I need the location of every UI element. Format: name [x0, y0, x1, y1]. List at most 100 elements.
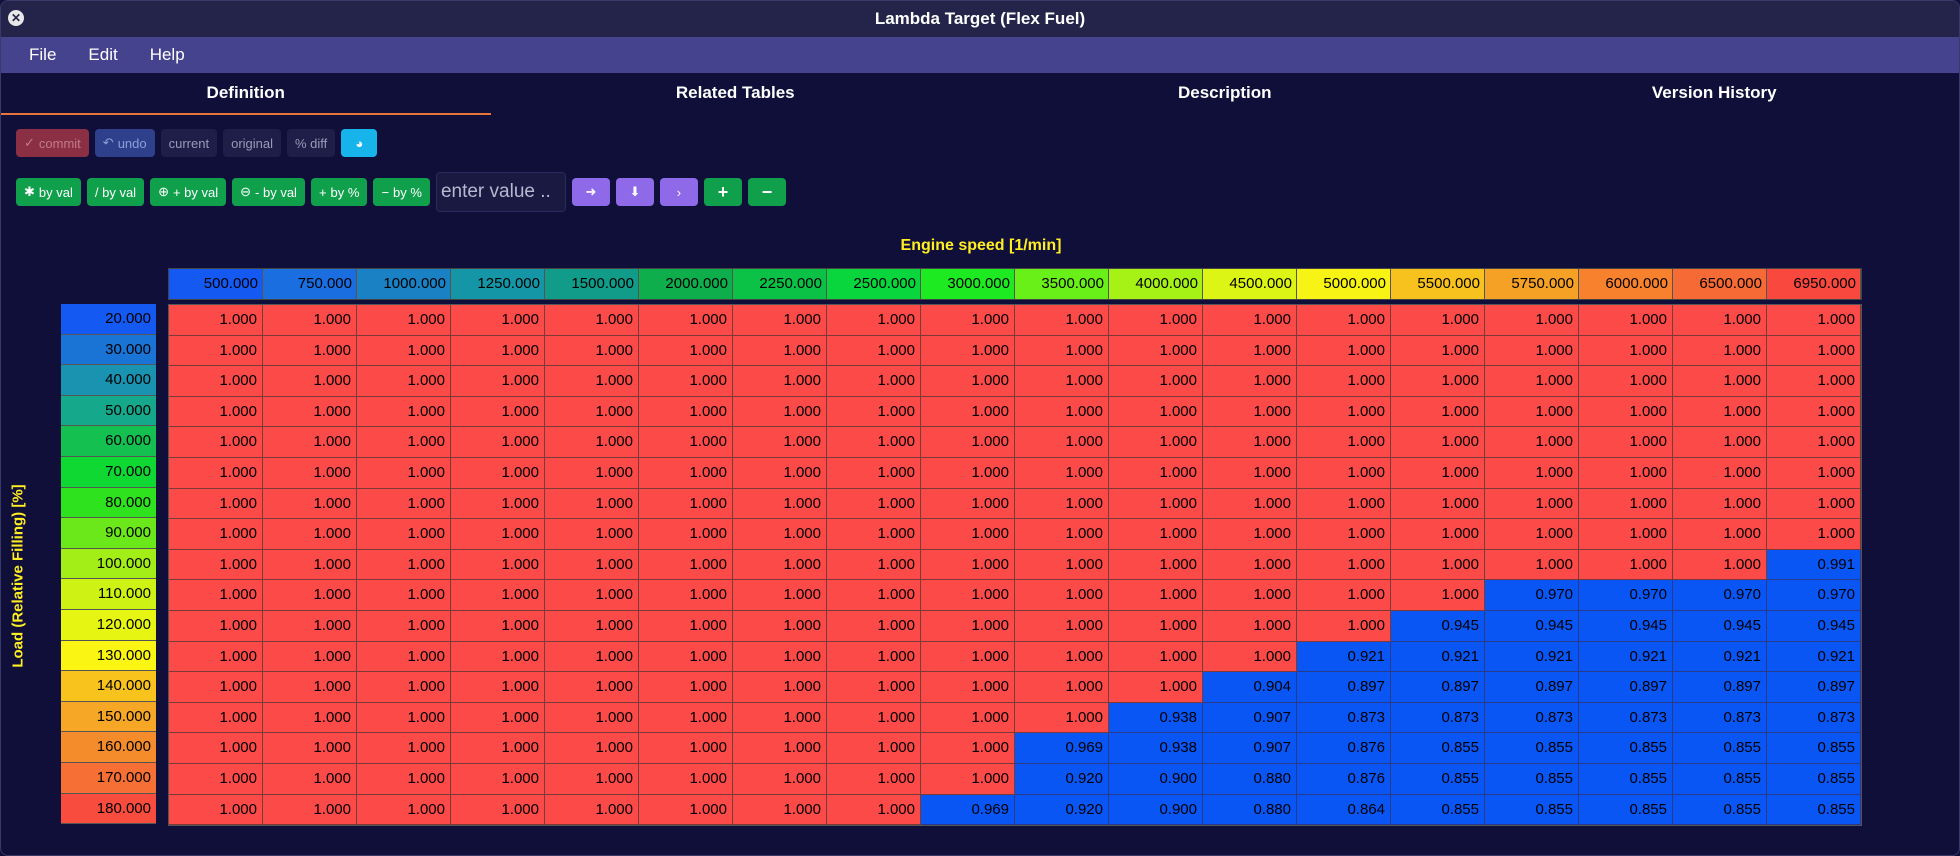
tab-description[interactable]: Description [1177, 83, 1272, 102]
table-cell[interactable]: 1.000 [639, 427, 733, 458]
fill-right-button[interactable]: ➜ [571, 178, 610, 206]
table-cell[interactable]: 1.000 [639, 610, 733, 642]
table-cell[interactable]: 1.000 [1203, 488, 1297, 520]
table-cell[interactable]: 0.897 [1673, 672, 1767, 703]
table-cell[interactable]: 1.000 [545, 519, 639, 550]
table-cell[interactable]: 0.855 [1391, 733, 1485, 764]
table-cell[interactable]: 0.876 [1297, 733, 1391, 764]
y-axis-cell[interactable]: 110.000 [61, 579, 156, 610]
table-cell[interactable]: 1.000 [1673, 549, 1767, 581]
table-cell[interactable]: 1.000 [1485, 305, 1579, 336]
table-cell[interactable]: 0.876 [1297, 763, 1391, 795]
table-cell[interactable]: 0.855 [1673, 763, 1767, 795]
table-cell[interactable]: 0.945 [1485, 610, 1579, 642]
table-cell[interactable]: 1.000 [545, 335, 639, 367]
table-cell[interactable]: 1.000 [545, 396, 639, 428]
table-cell[interactable]: 1.000 [1297, 335, 1391, 367]
table-cell[interactable]: 1.000 [169, 641, 263, 673]
table-cell[interactable]: 1.000 [169, 305, 263, 336]
table-cell[interactable]: 1.000 [1015, 519, 1109, 550]
table-cell[interactable]: 1.000 [1203, 549, 1297, 581]
table-cell[interactable]: 1.000 [1297, 366, 1391, 397]
y-axis-cell[interactable]: 100.000 [61, 548, 156, 580]
table-cell[interactable]: 0.855 [1485, 794, 1579, 826]
table-cell[interactable]: 1.000 [1579, 457, 1673, 489]
table-cell[interactable]: 1.000 [1767, 457, 1861, 489]
table-cell[interactable]: 0.921 [1485, 641, 1579, 673]
table-cell[interactable]: 1.000 [1109, 610, 1203, 642]
y-axis-cell[interactable]: 180.000 [61, 793, 156, 825]
table-cell[interactable]: 1.000 [357, 488, 451, 520]
table-cell[interactable]: 1.000 [1203, 580, 1297, 611]
table-cell[interactable]: 0.904 [1203, 672, 1297, 703]
table-cell[interactable]: 0.880 [1203, 794, 1297, 826]
table-cell[interactable]: 1.000 [1297, 396, 1391, 428]
y-axis-cell[interactable]: 80.000 [61, 487, 156, 519]
table-cell[interactable]: 0.873 [1485, 702, 1579, 734]
table-cell[interactable]: 1.000 [451, 672, 545, 703]
table-cell[interactable]: 1.000 [1109, 519, 1203, 550]
table-cell[interactable]: 1.000 [263, 610, 357, 642]
table-cell[interactable]: 1.000 [545, 733, 639, 764]
current-button[interactable]: current [160, 129, 218, 157]
table-cell[interactable]: 1.000 [921, 396, 1015, 428]
table-cell[interactable]: 0.921 [1579, 641, 1673, 673]
divide-by-val-button[interactable]: / by val [86, 178, 145, 206]
table-cell[interactable]: 1.000 [263, 427, 357, 458]
table-cell[interactable]: 1.000 [1297, 488, 1391, 520]
table-cell[interactable]: 0.897 [1767, 672, 1861, 703]
table-cell[interactable]: 1.000 [921, 672, 1015, 703]
table-cell[interactable]: 1.000 [1673, 488, 1767, 520]
table-cell[interactable]: 1.000 [545, 763, 639, 795]
table-cell[interactable]: 1.000 [1203, 641, 1297, 673]
table-cell[interactable]: 1.000 [1391, 396, 1485, 428]
table-cell[interactable]: 1.000 [1673, 396, 1767, 428]
table-cell[interactable]: 1.000 [1109, 335, 1203, 367]
x-axis-cell[interactable]: 5000.000 [1297, 269, 1391, 299]
y-axis-cell[interactable]: 60.000 [61, 426, 156, 457]
table-cell[interactable]: 0.855 [1579, 733, 1673, 764]
table-cell[interactable]: 1.000 [1579, 305, 1673, 336]
table-cell[interactable]: 1.000 [1297, 457, 1391, 489]
table-cell[interactable]: 1.000 [169, 672, 263, 703]
table-cell[interactable]: 1.000 [1297, 580, 1391, 611]
table-cell[interactable]: 1.000 [1391, 549, 1485, 581]
table-cell[interactable]: 1.000 [733, 610, 827, 642]
table-cell[interactable]: 1.000 [1767, 519, 1861, 550]
table-cell[interactable]: 1.000 [1767, 396, 1861, 428]
table-cell[interactable]: 0.897 [1485, 672, 1579, 703]
table-cell[interactable]: 0.969 [921, 794, 1015, 826]
table-cell[interactable]: 1.000 [921, 427, 1015, 458]
table-cell[interactable]: 1.000 [357, 580, 451, 611]
table-cell[interactable]: 1.000 [1391, 488, 1485, 520]
table-cell[interactable]: 1.000 [1109, 488, 1203, 520]
table-cell[interactable]: 1.000 [1673, 366, 1767, 397]
table-cell[interactable]: 1.000 [357, 519, 451, 550]
table-cell[interactable]: 1.000 [451, 763, 545, 795]
table-cell[interactable]: 1.000 [733, 519, 827, 550]
table-cell[interactable]: 1.000 [1015, 396, 1109, 428]
table-cell[interactable]: 1.000 [921, 549, 1015, 581]
table-cell[interactable]: 1.000 [921, 366, 1015, 397]
table-cell[interactable]: 0.938 [1109, 702, 1203, 734]
table-cell[interactable]: 1.000 [921, 702, 1015, 734]
table-cell[interactable]: 0.907 [1203, 733, 1297, 764]
table-cell[interactable]: 1.000 [545, 366, 639, 397]
x-axis-cell[interactable]: 1500.000 [545, 269, 639, 299]
table-cell[interactable]: 1.000 [1297, 519, 1391, 550]
table-cell[interactable]: 1.000 [169, 427, 263, 458]
table-cell[interactable]: 1.000 [1109, 549, 1203, 581]
table-cell[interactable]: 0.855 [1579, 794, 1673, 826]
table-cell[interactable]: 1.000 [451, 305, 545, 336]
table-cell[interactable]: 1.000 [451, 366, 545, 397]
table-cell[interactable]: 1.000 [1109, 305, 1203, 336]
interpolate-button[interactable]: › [659, 178, 698, 206]
multiply-by-val-button[interactable]: ✱ by val [16, 178, 81, 206]
table-cell[interactable]: 1.000 [1203, 519, 1297, 550]
table-cell[interactable]: 1.000 [639, 580, 733, 611]
table-cell[interactable]: 1.000 [451, 580, 545, 611]
table-cell[interactable]: 1.000 [1109, 641, 1203, 673]
table-cell[interactable]: 1.000 [263, 366, 357, 397]
table-cell[interactable]: 1.000 [1015, 549, 1109, 581]
table-cell[interactable]: 1.000 [827, 672, 921, 703]
